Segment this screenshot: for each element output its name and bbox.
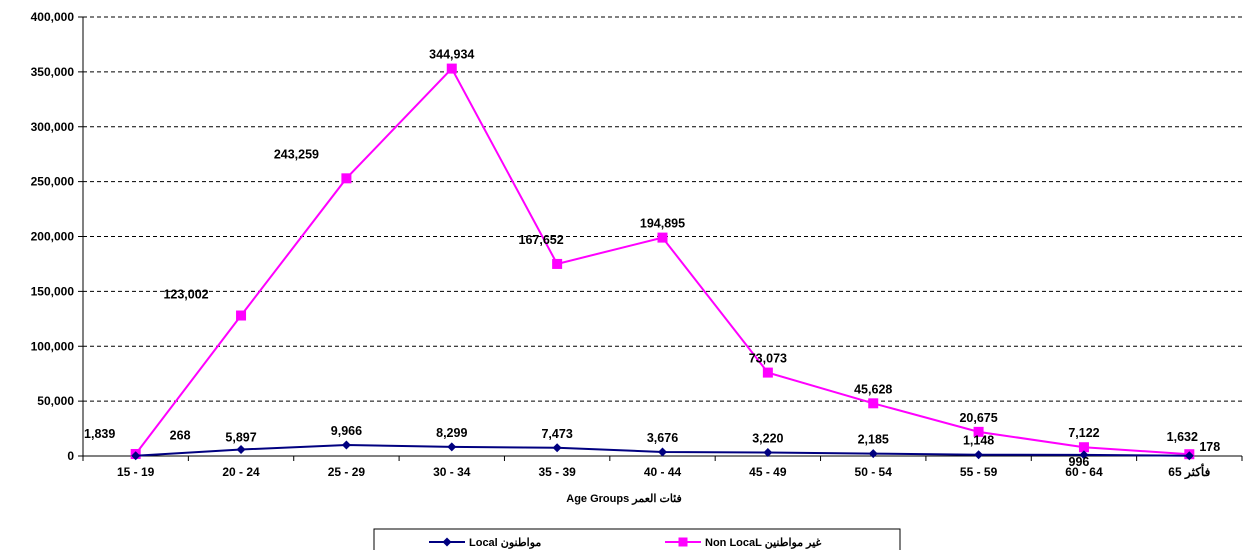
point-marker	[1184, 451, 1194, 461]
data-label: 2,185	[858, 433, 889, 447]
legend-swatch-marker	[442, 537, 452, 547]
legend-swatch-marker	[678, 537, 688, 547]
data-label: 7,473	[541, 427, 572, 441]
legend-box	[373, 528, 901, 550]
x-tick-label: 45 - 49	[749, 465, 787, 479]
x-tick-label: 60 - 64	[1065, 465, 1103, 479]
x-tick-label: 30 - 34	[433, 465, 471, 479]
y-tick-label: 300,000	[31, 120, 75, 134]
point-marker	[447, 442, 457, 452]
x-axis-title: Age Groups فئات العمر	[566, 493, 682, 505]
y-axis-ticks: 0 50,000 100,000 150,000 200,000 250,000 300,0…	[31, 10, 84, 463]
x-tick-label: 65 فأكثر	[1168, 463, 1210, 480]
data-label: 7,122	[1068, 426, 1099, 440]
data-label: 167,652	[519, 233, 564, 247]
point-marker	[236, 445, 246, 455]
point-marker	[1079, 450, 1089, 460]
x-tick-label: 40 - 44	[644, 465, 682, 479]
point-marker	[657, 232, 668, 243]
data-label: 1,632	[1167, 430, 1198, 444]
gridlines	[83, 16, 1242, 402]
y-tick-label: 200,000	[31, 230, 75, 244]
legend-label: Non LocaL غير مواطنين	[705, 537, 822, 549]
data-label: 344,934	[429, 48, 474, 62]
data-label: 3,676	[647, 431, 678, 445]
data-label: 123,002	[163, 288, 208, 302]
data-label: 5,897	[225, 431, 256, 445]
y-tick-label: 250,000	[31, 175, 75, 189]
x-axis-ticks: 15 - 19 20 - 24 25 - 29 30 - 34 35 - 39 40 - …	[82, 455, 1243, 480]
x-tick-label: 35 - 39	[538, 465, 576, 479]
point-marker	[974, 450, 984, 460]
x-tick-label: 20 - 24	[222, 465, 260, 479]
data-label: 9,966	[331, 424, 362, 438]
data-labels: 1,839 123,002 243,259 344,934 167,652 194,895…	[84, 48, 1220, 469]
y-tick-label: 400,000	[31, 10, 75, 24]
data-label: 1,148	[963, 434, 994, 448]
point-marker	[552, 258, 563, 269]
data-label: 268	[170, 429, 191, 443]
point-marker	[763, 447, 773, 457]
x-tick-label: 25 - 29	[328, 465, 366, 479]
x-tick-label: 15 - 19	[117, 465, 155, 479]
point-marker	[762, 367, 773, 378]
data-label: 20,675	[959, 411, 997, 425]
point-marker	[341, 440, 351, 450]
point-marker	[552, 443, 562, 453]
data-label: 996	[1069, 455, 1090, 469]
point-marker	[658, 447, 667, 457]
data-label: 45,628	[854, 382, 892, 396]
data-label: 178	[1199, 440, 1220, 454]
point-marker	[868, 449, 878, 459]
point-marker	[341, 173, 352, 184]
data-label: 3,220	[752, 431, 783, 445]
point-marker	[236, 310, 247, 321]
data-label: 243,259	[274, 147, 319, 161]
y-tick-label: 150,000	[31, 284, 75, 298]
data-label: 8,299	[436, 426, 467, 440]
point-marker	[131, 451, 141, 461]
x-tick-label: 55 - 59	[960, 465, 998, 479]
legend-label: Local مواطنون	[469, 537, 541, 549]
data-label: 194,895	[640, 217, 685, 231]
y-tick-label: 50,000	[37, 394, 74, 408]
x-tick-label: 50 - 54	[855, 465, 893, 479]
point-marker	[973, 426, 984, 437]
point-marker	[868, 398, 879, 409]
point-marker	[1078, 442, 1089, 453]
y-tick-label: 100,000	[31, 339, 75, 353]
point-marker	[446, 63, 457, 74]
data-label: 73,073	[749, 352, 787, 366]
series-layer	[130, 63, 1195, 461]
data-label: 1,839	[84, 427, 115, 441]
y-tick-label: 350,000	[31, 65, 75, 79]
legend: Local مواطنون Non LocaL غير مواطنين	[373, 528, 901, 550]
y-tick-label: 0	[67, 449, 74, 463]
